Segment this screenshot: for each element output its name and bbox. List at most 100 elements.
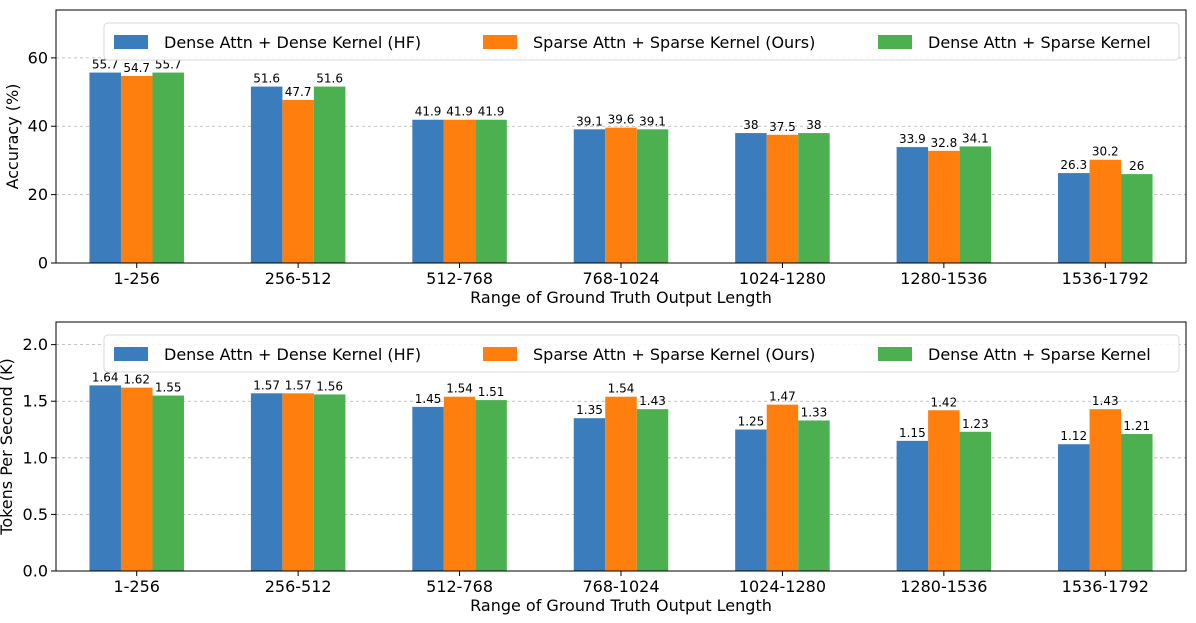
- bar: [282, 393, 314, 571]
- bar: [798, 420, 830, 571]
- y-tick-label: 20: [28, 185, 48, 204]
- bar: [959, 146, 992, 263]
- bar: [250, 86, 283, 263]
- x-tick-label: 1-256: [113, 269, 160, 288]
- legend-label: Dense Attn + Sparse Kernel: [928, 345, 1151, 364]
- data-label: 1.43: [639, 394, 666, 408]
- bar: [313, 86, 346, 263]
- bar: [896, 147, 929, 263]
- bar: [959, 431, 992, 571]
- bar: [282, 99, 314, 263]
- bar: [313, 394, 346, 571]
- data-label: 55.7: [155, 58, 182, 72]
- bar: [250, 393, 283, 571]
- bar: [475, 119, 507, 263]
- data-label: 26: [1129, 159, 1144, 173]
- data-label: 37.5: [769, 120, 796, 134]
- data-label: 39.1: [576, 114, 603, 128]
- data-label: 55.7: [92, 58, 119, 72]
- bar: [120, 387, 153, 571]
- bar: [475, 400, 507, 571]
- axes-frame: [55, 321, 1187, 572]
- data-label: 1.57: [253, 378, 280, 392]
- data-label: 1.55: [155, 381, 182, 395]
- data-label: 1.57: [285, 378, 312, 392]
- bar: [412, 406, 444, 571]
- data-label: 33.9: [899, 132, 926, 146]
- legend-label: Dense Attn + Dense Kernel (HF): [164, 345, 421, 364]
- y-tick-label: 0.0: [23, 562, 48, 581]
- legend-swatch: [878, 35, 912, 49]
- y-tick-label: 1.5: [23, 392, 48, 411]
- x-tick-label: 1280-1536: [900, 577, 987, 596]
- bar: [1121, 174, 1153, 263]
- bar: [89, 385, 121, 571]
- legend-frame: [103, 334, 1180, 373]
- data-label: 1.33: [801, 405, 828, 419]
- bar: [1121, 434, 1153, 571]
- legend-label: Dense Attn + Sparse Kernel: [928, 33, 1151, 52]
- axes-frame: [55, 9, 1187, 264]
- bar: [896, 440, 929, 571]
- bar: [152, 395, 184, 571]
- y-axis-label: Accuracy (%): [3, 84, 22, 190]
- bar: [735, 429, 767, 571]
- chart-panel-2: 0.0 0.5 1.0 1.5 2.0 1.64 1.57 1.45 1.35 1.25 1.15 1…: [0, 321, 1187, 615]
- x-tick-label: 512-768: [426, 577, 493, 596]
- legend-swatch: [483, 35, 517, 49]
- data-label: 51.6: [253, 72, 280, 86]
- x-tick-label: 256-512: [265, 269, 332, 288]
- data-label: 30.2: [1092, 145, 1119, 159]
- bar: [605, 127, 637, 263]
- x-tick-label: 256-512: [265, 577, 332, 596]
- bar: [605, 396, 637, 571]
- legend-frame: [103, 22, 1180, 61]
- x-tick-label: 1024-1280: [739, 577, 826, 596]
- data-label: 1.15: [899, 426, 926, 440]
- data-label: 41.9: [415, 105, 442, 119]
- data-label: 1.25: [738, 415, 765, 429]
- data-label: 1.23: [962, 417, 989, 431]
- legend-label: Sparse Attn + Sparse Kernel (Ours): [533, 345, 815, 364]
- bar: [443, 396, 476, 571]
- bar: [1089, 409, 1122, 571]
- bar: [735, 133, 767, 263]
- data-label: 51.6: [316, 72, 343, 86]
- y-axis-label: Tokens Per Second (K): [0, 358, 16, 535]
- bar: [928, 410, 960, 571]
- data-label: 54.7: [123, 61, 150, 75]
- data-label: 1.45: [415, 392, 442, 406]
- bar: [1058, 173, 1090, 263]
- data-label: 26.3: [1060, 158, 1087, 172]
- chart-panel-1: 0 20 40 60 55.7 51.6 41.9 39.1 38 33.9 26.3 54.7 47.…: [3, 9, 1187, 307]
- data-label: 1.56: [316, 379, 343, 393]
- y-tick-label: 1.0: [23, 448, 48, 467]
- x-axis-label: Range of Ground Truth Output Length: [470, 596, 772, 615]
- bar: [89, 72, 121, 263]
- data-label: 41.9: [478, 105, 505, 119]
- x-tick-label: 1024-1280: [739, 269, 826, 288]
- data-label: 41.9: [446, 105, 473, 119]
- data-label: 1.43: [1092, 394, 1119, 408]
- data-label: 1.47: [769, 390, 796, 404]
- bar: [152, 72, 184, 263]
- data-label: 39.6: [608, 113, 635, 127]
- bar: [1058, 444, 1090, 571]
- bar: [1089, 159, 1122, 263]
- bar: [412, 119, 444, 263]
- legend-swatch: [878, 347, 912, 361]
- bar: [443, 119, 476, 263]
- legend: Dense Attn + Dense Kernel (HF) Sparse Att…: [103, 334, 1180, 373]
- data-label: 1.54: [446, 382, 473, 396]
- data-label: 1.35: [576, 403, 603, 417]
- legend-label: Dense Attn + Dense Kernel (HF): [164, 33, 421, 52]
- x-axis-label: Range of Ground Truth Output Length: [470, 288, 772, 307]
- data-label: 1.21: [1123, 419, 1150, 433]
- bar: [636, 129, 669, 263]
- data-label: 34.1: [962, 131, 989, 145]
- y-tick-label: 2.0: [23, 335, 48, 354]
- x-tick-label: 1280-1536: [900, 269, 987, 288]
- bar: [120, 75, 153, 263]
- data-label: 47.7: [285, 85, 312, 99]
